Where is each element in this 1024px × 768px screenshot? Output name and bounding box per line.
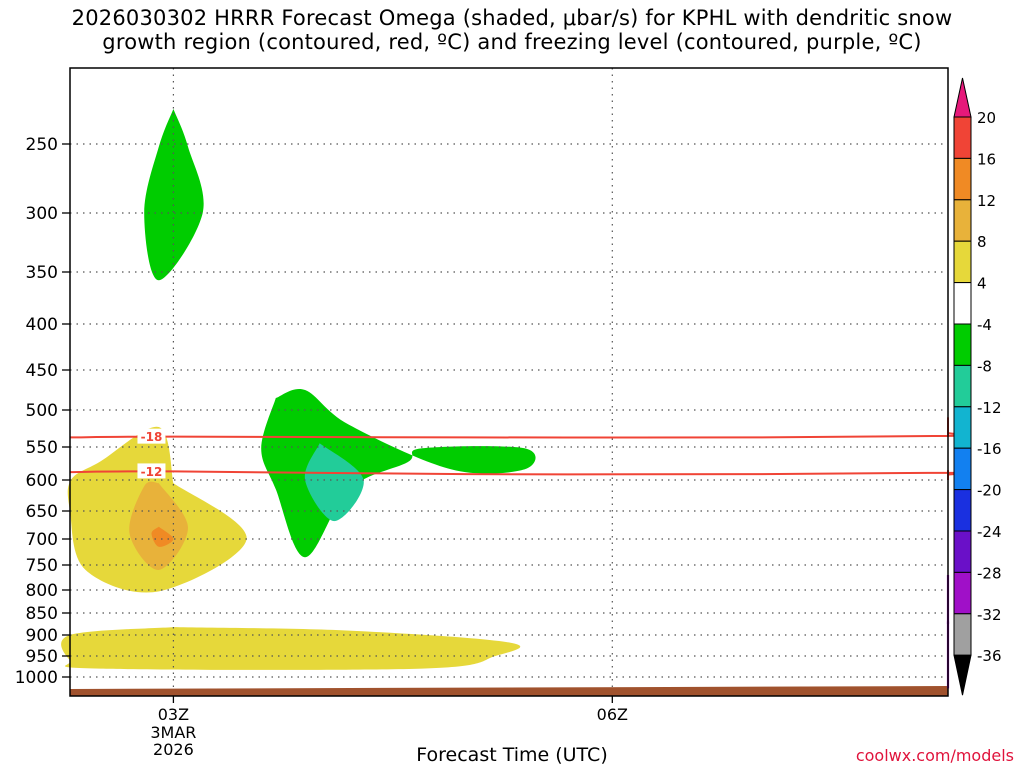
y-tick-label: 700	[26, 530, 58, 550]
x-tick-label: 03Z	[158, 705, 189, 724]
y-tick-label: 550	[26, 438, 58, 458]
omega-shading	[61, 109, 536, 670]
colorbar-band-6	[953, 323, 972, 366]
colorbar-band-9	[953, 447, 972, 491]
colorbar-band-7	[953, 364, 972, 408]
colorbar-label: -4	[977, 316, 992, 334]
colorbar-label: 16	[977, 150, 996, 168]
omega-region-0	[144, 109, 204, 281]
colorbar-band-3	[953, 199, 972, 242]
y-axis: 2503003504004505005506006507007508008509…	[15, 135, 70, 688]
colorbar-bottom-arrow	[953, 654, 972, 696]
contour-label-bg	[137, 463, 166, 479]
colorbar-label: 12	[977, 192, 996, 210]
y-tick-label: 850	[26, 604, 58, 624]
gridlines	[70, 68, 948, 696]
colorbar-label: -20	[977, 482, 1002, 500]
y-tick-label: 350	[26, 263, 58, 283]
omega-region-9	[151, 526, 174, 547]
y-tick-label: 250	[26, 135, 58, 155]
y-tick-label: 800	[26, 581, 58, 601]
colorbar-band-13	[953, 613, 972, 656]
omega-region-2	[304, 443, 364, 522]
colorbar-label: -16	[977, 440, 1002, 458]
y-tick-label: 600	[26, 471, 58, 491]
colorbar-band-5	[953, 282, 972, 325]
y-tick-label: 900	[26, 626, 58, 646]
site-credit[interactable]: coolwx.com/models	[855, 746, 1014, 765]
contour-label: -12	[141, 465, 163, 479]
colorbar-label: -12	[977, 399, 1002, 417]
contour-label: -18	[141, 430, 163, 444]
colorbar-band-10	[953, 489, 972, 532]
omega-region-10	[61, 627, 521, 670]
colorbar-label: -32	[977, 606, 1002, 624]
contour-label-bg	[137, 428, 166, 444]
y-tick-label: 300	[26, 204, 58, 224]
terrain-fill	[70, 686, 948, 696]
colorbar-band-4	[953, 240, 972, 284]
colorbar-label: -24	[977, 523, 1002, 541]
colorbar-label: -28	[977, 564, 1002, 582]
colorbar-top-arrow	[953, 77, 972, 118]
x-year-label: 2026	[153, 740, 194, 759]
terrain-strip	[70, 686, 948, 696]
colorbar-label: -8	[977, 357, 992, 375]
plot-frame	[69, 67, 949, 697]
y-tick-label: 450	[26, 361, 58, 381]
x-date-label: 3MAR	[150, 723, 196, 742]
title-line-1: 2026030302 HRRR Forecast Omega (shaded, …	[71, 6, 953, 30]
colorbar-band-11	[953, 530, 972, 573]
colorbar-band-2	[953, 157, 972, 201]
y-tick-label: 950	[26, 647, 58, 667]
title-line-2: growth region (contoured, red, ºC) and f…	[102, 30, 922, 54]
x-axis: 03Z3MAR202606Z09Z12Z15Z18Z	[150, 696, 628, 759]
colorbar-label: -36	[977, 647, 1002, 665]
x-tick-label: 06Z	[597, 705, 628, 724]
y-tick-label: 400	[26, 315, 58, 335]
colorbar-band-8	[953, 406, 972, 449]
y-tick-label: 650	[26, 502, 58, 522]
colorbar: 20 16 12 8 4 -4 -8 -12 -16 -20 -24 -28 -32 -36	[953, 77, 1002, 696]
chart-title: 2026030302 HRRR Forecast Omega (shaded, …	[0, 6, 1024, 54]
y-tick-label: 750	[26, 556, 58, 576]
y-tick-label: 1000	[15, 668, 58, 688]
colorbar-label: 8	[977, 233, 987, 251]
colorbar-band-12	[953, 571, 972, 615]
colorbar-label: 20	[977, 109, 996, 127]
colorbar-band-1	[953, 116, 972, 159]
y-tick-label: 500	[26, 401, 58, 421]
x-axis-label: Forecast Time (UTC)	[416, 744, 608, 766]
colorbar-label: 4	[977, 275, 987, 293]
plot-background	[70, 68, 948, 696]
